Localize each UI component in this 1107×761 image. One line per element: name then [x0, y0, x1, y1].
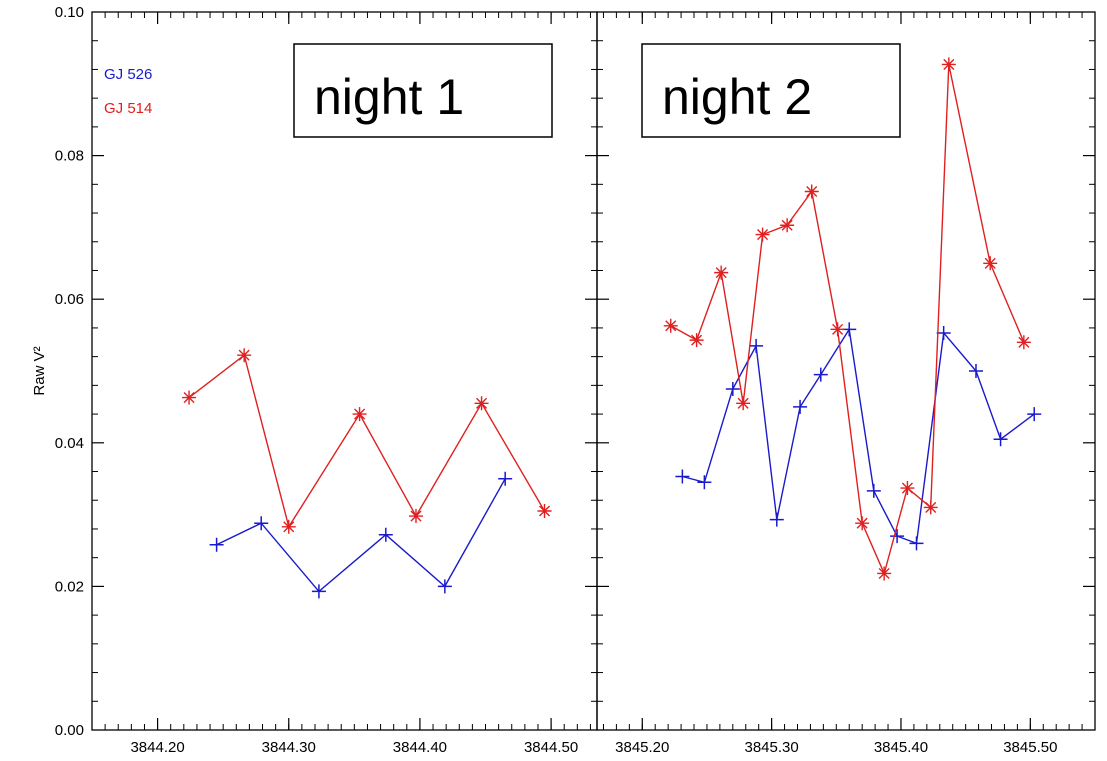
chart-panel-2: 3845.20 3845.30 3845.40 3845.50 night 2 [596, 11, 1096, 756]
data-point [437, 579, 452, 594]
data-point [1027, 407, 1042, 422]
data-point [866, 483, 881, 498]
y-tick-label: 0.00 [55, 722, 84, 739]
series-line [216, 478, 506, 593]
y-tick-label: 0.06 [55, 291, 84, 308]
data-point [408, 509, 423, 524]
y-tick-label: 0.10 [55, 4, 84, 21]
data-point [311, 584, 326, 599]
night-label: night 2 [662, 69, 812, 125]
series-gj-514 [182, 348, 552, 534]
data-point [663, 318, 678, 333]
data-point [804, 184, 819, 199]
x-tick-label: 3844.50 [524, 739, 578, 756]
night-label-box [293, 43, 553, 138]
x-tick-label: 3844.30 [262, 739, 316, 756]
x-tick-label: 3845.30 [745, 739, 799, 756]
plot-frame [596, 11, 1096, 731]
data-point [941, 57, 956, 72]
data-point [780, 218, 795, 233]
series-line [682, 327, 1035, 545]
x-tick-label: 3845.20 [615, 739, 669, 756]
data-point [909, 536, 924, 551]
chart-panel-1: 3844.20 3844.30 3844.40 3844.50 0.00 0.02 0.04… [31, 4, 598, 756]
data-point [890, 529, 905, 544]
series-gj-526 [209, 471, 513, 599]
legend-entry: GJ 526 [104, 66, 152, 83]
data-point [537, 504, 552, 519]
data-point [182, 390, 197, 405]
x-tick-label: 3844.20 [130, 739, 184, 756]
data-point [736, 396, 751, 411]
data-point [209, 537, 224, 552]
x-tick-label: 3844.40 [393, 739, 447, 756]
data-point [352, 407, 367, 422]
series-gj-514 [663, 57, 1031, 581]
data-point [697, 475, 712, 490]
data-point [675, 469, 690, 484]
data-point [474, 396, 489, 411]
legend: GJ 526 GJ 514 [104, 66, 152, 117]
x-tick-label: 3845.50 [1003, 739, 1057, 756]
series-line [188, 354, 546, 529]
data-point [755, 227, 770, 242]
data-point [1016, 335, 1031, 350]
data-point [983, 256, 998, 271]
night-label-box [641, 43, 901, 138]
legend-entry: GJ 514 [104, 100, 152, 117]
night-label: night 1 [314, 69, 464, 125]
data-point [923, 500, 938, 515]
data-point [281, 519, 296, 534]
data-point [237, 348, 252, 363]
data-point [378, 527, 393, 542]
data-point [725, 381, 740, 396]
y-tick-label: 0.04 [55, 435, 84, 452]
data-point [254, 516, 269, 531]
data-point [877, 566, 892, 581]
data-point [830, 322, 845, 337]
y-axis-title: Raw V² [31, 346, 48, 395]
data-point [749, 338, 764, 353]
series-line [670, 64, 1025, 576]
data-point [855, 516, 870, 531]
y-tick-label: 0.08 [55, 148, 84, 165]
x-tick-label: 3845.40 [874, 739, 928, 756]
data-point [936, 325, 951, 340]
y-tick-label: 0.02 [55, 578, 84, 595]
data-point [498, 471, 513, 486]
chart-panels: 3844.20 3844.30 3844.40 3844.50 0.00 0.02 0.04… [31, 4, 1096, 756]
data-point [689, 333, 704, 348]
data-point [793, 399, 808, 414]
data-point [968, 364, 983, 378]
data-point [769, 512, 784, 527]
data-point [714, 265, 729, 280]
data-point [813, 367, 828, 382]
series-gj-526 [675, 322, 1042, 551]
data-point [993, 432, 1008, 447]
data-point [900, 481, 915, 496]
